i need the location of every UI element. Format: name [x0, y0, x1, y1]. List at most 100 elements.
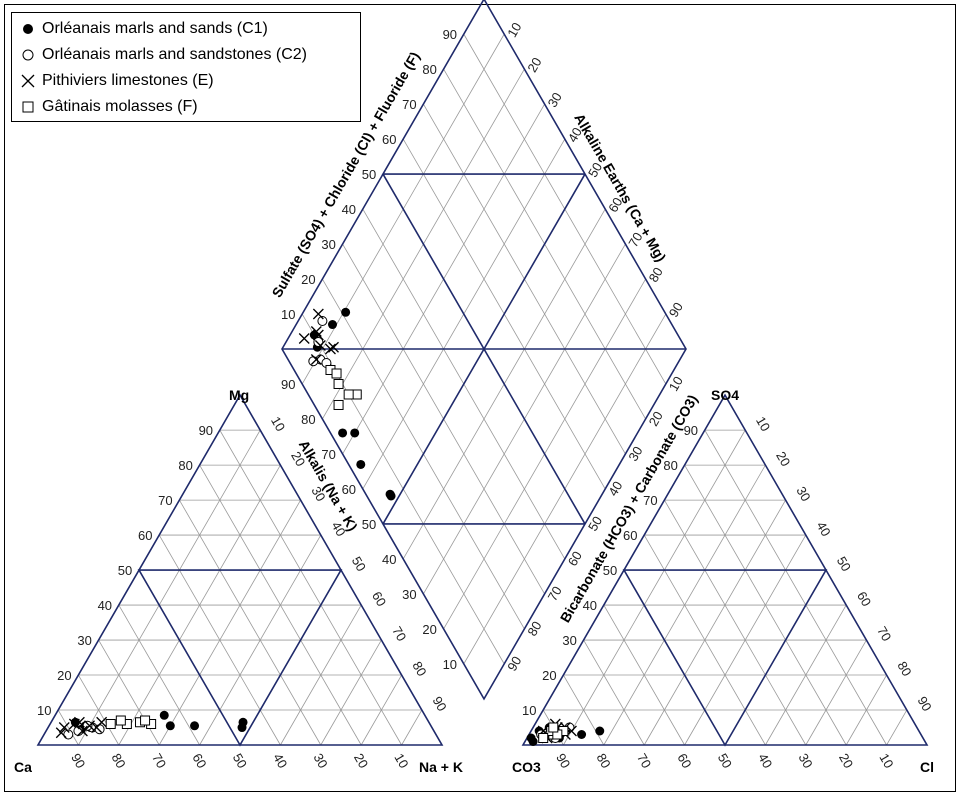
- data-point-anion-series-3: [538, 733, 549, 744]
- data-point-cation-series-2: [84, 720, 95, 732]
- grid-layer: [57, 33, 908, 746]
- tick-label-cl: 60: [854, 589, 874, 609]
- tick-label-ca: 10: [391, 751, 411, 771]
- tick-label-ca: 20: [351, 751, 371, 771]
- tick-label-diamond-lower-left: 50: [362, 517, 376, 532]
- tick-label-sulfate: 30: [321, 237, 335, 252]
- data-point-cation-series-2: [68, 718, 80, 730]
- legend-item-f: Gâtinais molasses (F): [18, 94, 360, 120]
- cation-triangle-inner-triangle: [137, 569, 343, 747]
- data-point-diamond-series-2: [312, 308, 324, 320]
- tick-label-diamond-lower-left: 70: [321, 447, 335, 462]
- data-point-diamond-series-0: [328, 320, 337, 330]
- tick-label-ca: 80: [109, 751, 129, 771]
- legend-label: Gâtinais molasses (F): [42, 98, 198, 115]
- tick-label-co3: 70: [634, 751, 654, 771]
- data-point-cation-series-3: [105, 719, 116, 730]
- data-point-diamond-series-0: [350, 428, 360, 438]
- anion-triangle-gridline: [886, 709, 908, 746]
- data-point-anion-series-0: [526, 733, 536, 743]
- tick-label-na-k: 30: [308, 484, 328, 504]
- tick-label-cl: 40: [814, 519, 834, 539]
- axis-label-alkaline-earths: Alkaline Earths (Ca + Mg): [571, 111, 669, 265]
- anion-triangle-gridline: [563, 429, 746, 746]
- data-point-cation-series-0: [159, 710, 169, 720]
- anion-triangle-gridline: [704, 429, 887, 746]
- tick-label-ca: 90: [68, 751, 88, 771]
- cation-triangle-gridline: [401, 709, 423, 746]
- data-point-diamond-series-0: [338, 428, 348, 438]
- tick-label-diamond-lower-left: 20: [422, 622, 436, 637]
- tick-label-sulfate: 80: [422, 62, 436, 77]
- data-point-diamond-series-2: [298, 333, 310, 344]
- tick-label-co3: 60: [674, 751, 694, 771]
- data-point-diamond-series-3: [333, 378, 344, 389]
- tick-label-alkaline-earths: 80: [646, 265, 666, 285]
- tick-label-diamond-lower-left: 90: [281, 377, 295, 392]
- tick-label-cl: 20: [773, 449, 793, 469]
- data-point-diamond-series-2: [310, 326, 322, 337]
- tick-label-alkaline-earths: 60: [605, 195, 625, 215]
- data-point-diamond-series-2: [310, 354, 322, 365]
- data-point-anion-series-0: [595, 726, 605, 736]
- data-point-diamond-series-1: [308, 356, 319, 367]
- tick-label-mg: 10: [37, 703, 51, 718]
- tick-label-bicarbonate: 50: [585, 514, 605, 534]
- tick-label-diamond-lower-left: 30: [402, 587, 416, 602]
- frame-layer: [36, 0, 929, 747]
- tick-label-alkaline-earths: 10: [504, 20, 524, 40]
- tick-label-cl: 10: [753, 414, 773, 434]
- tick-label-mg: 80: [178, 458, 192, 473]
- tick-layer: 1010101010101010101020202020202020202020…: [37, 20, 935, 771]
- tick-label-so4: 10: [522, 703, 536, 718]
- legend-item-e: Pithiviers limestones (E): [18, 68, 360, 94]
- data-point-cation-series-0: [165, 721, 175, 731]
- data-point-cation-series-3: [140, 715, 151, 726]
- tick-label-mg: 40: [98, 598, 112, 613]
- tick-label-na-k: 90: [430, 694, 450, 714]
- tick-label-ca: 50: [230, 751, 250, 771]
- tick-label-na-k: 80: [409, 659, 429, 679]
- tick-label-bicarbonate: 60: [565, 549, 585, 569]
- data-point-cation-series-1: [94, 724, 105, 735]
- tick-label-bicarbonate: 80: [524, 619, 544, 639]
- corner-label-ca: Ca: [14, 759, 32, 775]
- tick-label-diamond-lower-left: 80: [301, 412, 315, 427]
- open-circle-icon: [22, 49, 34, 61]
- data-point-cation-series-2: [55, 727, 67, 739]
- tick-label-na-k: 70: [389, 624, 409, 644]
- tick-label-alkaline-earths: 70: [625, 230, 645, 250]
- tick-label-co3: 90: [553, 751, 573, 771]
- tick-label-bicarbonate: 70: [545, 584, 565, 604]
- tick-label-mg: 50: [118, 563, 132, 578]
- data-point-diamond-series-0: [341, 307, 351, 317]
- data-point-anion-series-0: [577, 730, 587, 740]
- tick-label-cl: 80: [894, 659, 914, 679]
- anion-triangle-gridline: [583, 639, 645, 746]
- axis-label-bicarbonate: Bicarbonate (HCO3) + Carbonate (CO3): [557, 392, 701, 625]
- tick-label-na-k: 40: [329, 519, 349, 539]
- data-point-cation-series-2: [58, 722, 70, 733]
- legend-label: Orléanais marls and sands (C1): [42, 20, 268, 37]
- tick-label-sulfate: 40: [342, 202, 356, 217]
- tick-label-na-k: 60: [369, 589, 389, 609]
- tick-label-co3: 20: [836, 751, 856, 771]
- data-point-diamond-series-2: [314, 340, 326, 351]
- tick-label-sulfate: 50: [362, 167, 376, 182]
- anion-triangle-gridline: [805, 639, 867, 746]
- corner-label-mg: Mg: [229, 387, 249, 403]
- cation-triangle-gridline: [98, 639, 160, 746]
- tick-label-alkaline-earths: 30: [545, 90, 565, 110]
- tick-label-mg: 60: [138, 528, 152, 543]
- anion-triangle-gridline: [643, 499, 786, 746]
- diamond-midline: [382, 173, 586, 525]
- anion-triangle-gridline: [603, 464, 766, 746]
- tick-label-mg: 70: [158, 493, 172, 508]
- cation-triangle-gridline: [320, 639, 382, 746]
- legend: Orléanais marls and sands (C1) Orléanais…: [11, 12, 361, 122]
- tick-label-alkaline-earths: 40: [565, 125, 585, 145]
- tick-label-so4: 90: [684, 423, 698, 438]
- tick-label-cl: 70: [874, 624, 894, 644]
- tick-label-na-k: 20: [288, 449, 308, 469]
